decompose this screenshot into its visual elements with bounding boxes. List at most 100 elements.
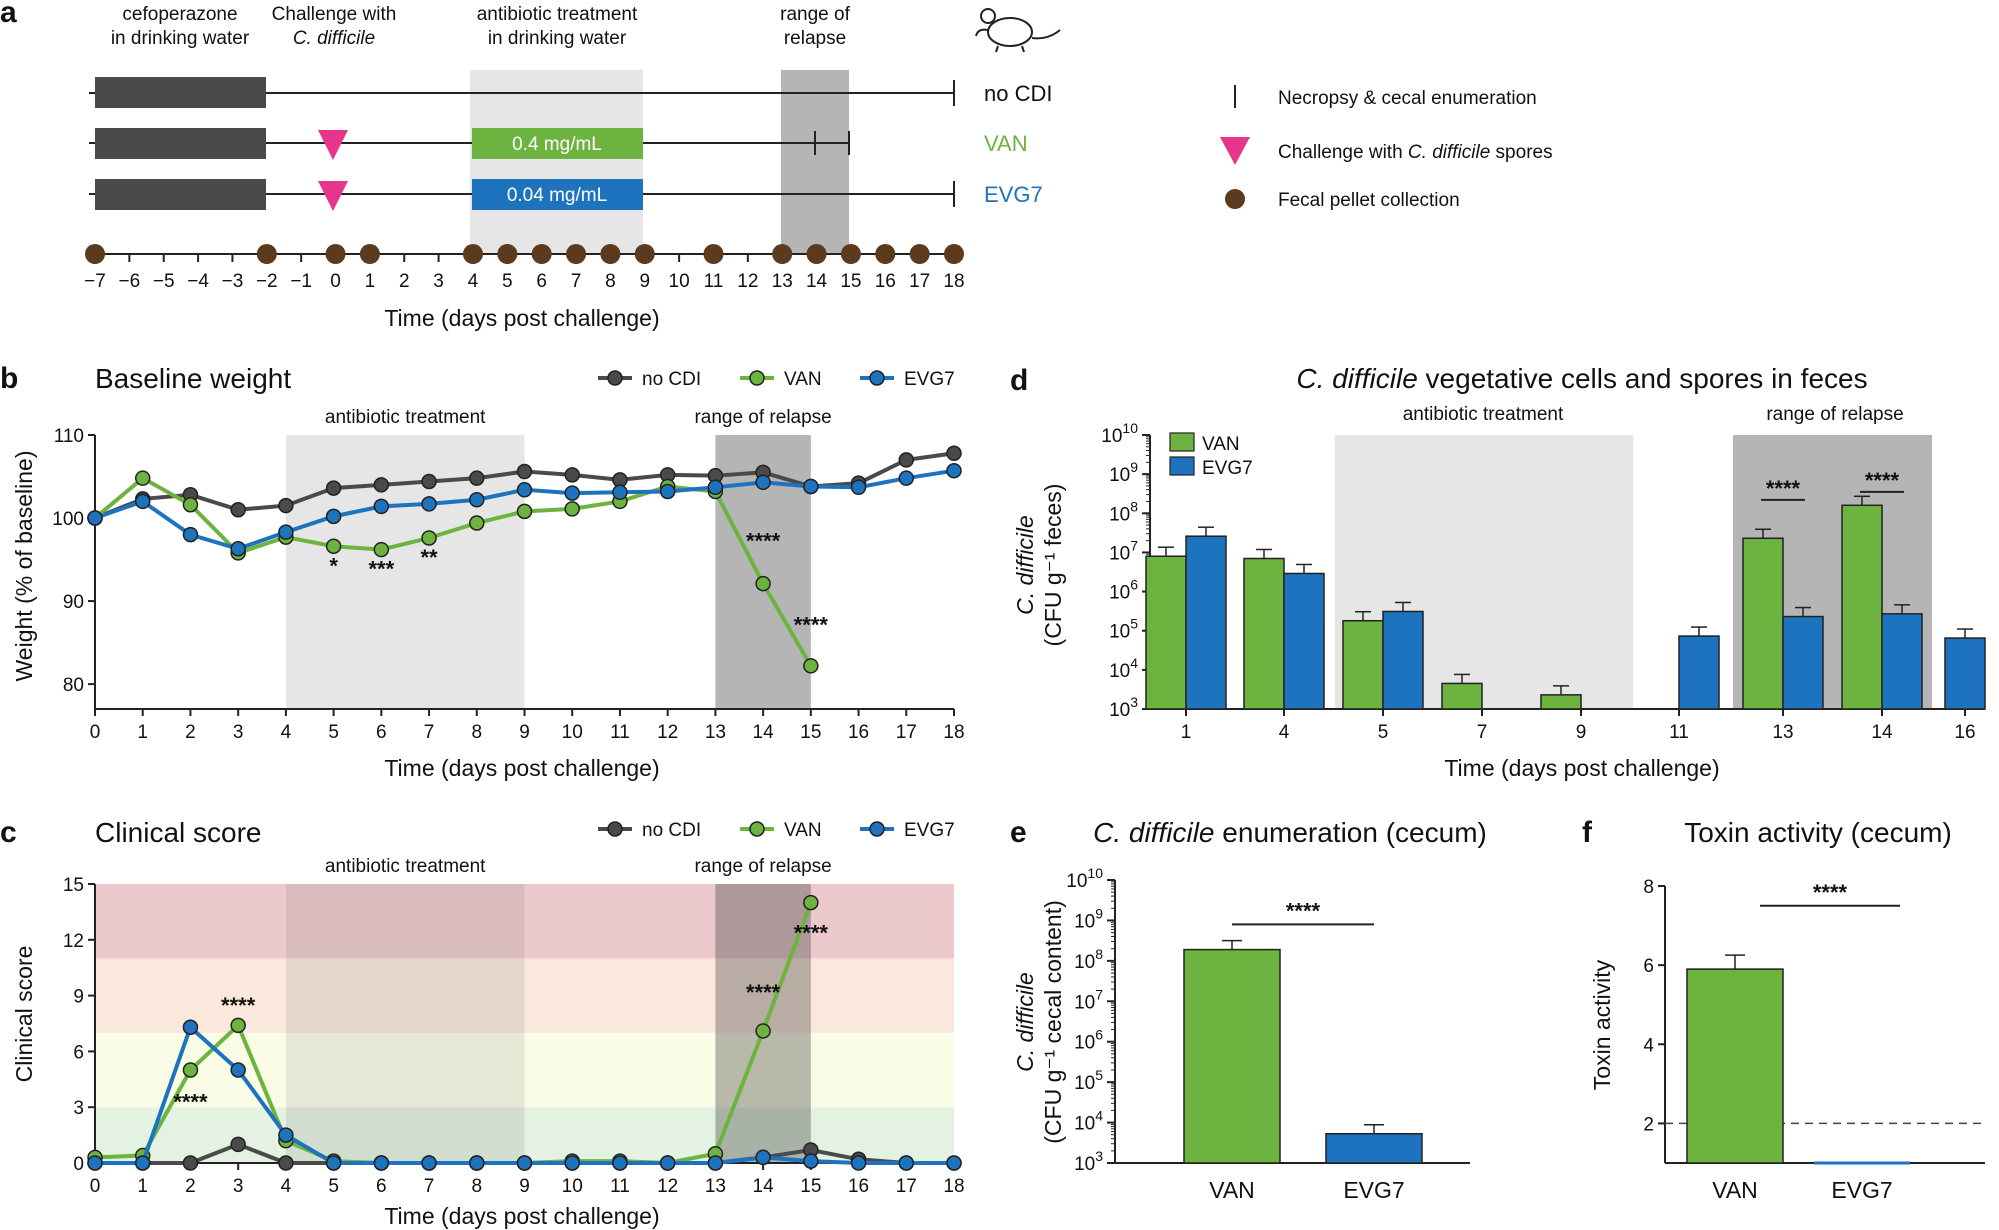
- tick-label-a: −1: [290, 271, 312, 292]
- tick-label-a: 8: [605, 271, 616, 292]
- data-point-evg7: [898, 470, 915, 486]
- data-point-evg7: [182, 1019, 199, 1035]
- significance-label: ****: [1766, 476, 1801, 501]
- label-challenge-2: C. difficile: [293, 28, 375, 49]
- data-point-van: [182, 1062, 199, 1078]
- x-tick-label: 1: [1181, 722, 1192, 743]
- x-tick-label: 10: [562, 722, 583, 743]
- bar-van-day-13: [1742, 537, 1784, 710]
- data-point-evg7: [182, 526, 199, 543]
- data-point-evg7: [612, 484, 628, 501]
- fecal-pellet-dot: [566, 244, 587, 264]
- fecal-legend-dot: [1225, 189, 1245, 209]
- data-point-van: [564, 501, 580, 517]
- tick-label-a: 18: [943, 271, 964, 292]
- legend-fecal: Fecal pellet collection: [1278, 190, 1460, 211]
- y-tick-label: 2: [1643, 1114, 1654, 1135]
- y-tick-label: 103: [1074, 1148, 1103, 1175]
- legend-label: VAN: [784, 369, 822, 390]
- panel-a-timeline: a cefoperazone in drinking water Challen…: [0, 0, 1553, 331]
- x-tick-label: 14: [753, 1176, 775, 1197]
- fecal-pellet-dot: [85, 244, 105, 264]
- bar-van-day-4: [1243, 557, 1285, 710]
- bar-van-day-9: [1540, 694, 1582, 710]
- significance-label: ****: [173, 1090, 208, 1115]
- ylabel-f: Toxin activity: [1589, 959, 1615, 1090]
- data-point-evg7: [87, 1155, 103, 1171]
- panel-b-weight-chart: b Baseline weight no CDI VAN EVG7 antibiot…: [0, 362, 965, 781]
- shade-label-antibiotic: antibiotic treatment: [1403, 404, 1564, 425]
- svg-text:C. difficile: C. difficile: [1012, 972, 1038, 1072]
- tick-label-a: −5: [153, 271, 175, 292]
- legend-marker: [607, 370, 623, 386]
- x-tick-label: 8: [471, 1176, 482, 1197]
- data-point-van: [182, 496, 199, 513]
- y-tick-label: 8: [1643, 877, 1654, 898]
- tick-label-a: 11: [704, 271, 724, 292]
- shade-label-antibiotic: antibiotic treatment: [325, 407, 486, 428]
- data-point-van: [230, 1017, 246, 1034]
- tick-label-a: 16: [875, 271, 896, 292]
- timeline-no-cdi: no CDI: [89, 77, 1052, 108]
- plot-area-e: 103 104 105 106 107 108 109 1010 VAN EVG7 ****: [1066, 865, 1470, 1203]
- data-point-no-cdi: [564, 467, 580, 483]
- tick-label-a: 13: [772, 271, 793, 292]
- fecal-pellet-dot: [772, 244, 793, 264]
- data-point-van: [803, 894, 819, 911]
- group-label-van: VAN: [984, 131, 1028, 156]
- data-point-no-cdi: [278, 1155, 294, 1171]
- legend-marker: [869, 821, 885, 837]
- x-tick-label: 4: [281, 1176, 292, 1197]
- label-antibiotic-2: in drinking water: [488, 28, 627, 49]
- data-point-evg7: [87, 510, 103, 526]
- x-tick-label: 18: [943, 722, 964, 743]
- legend-marker: [869, 370, 885, 386]
- x-tick-label: 1: [137, 722, 148, 743]
- data-point-evg7: [421, 496, 437, 512]
- bar-evg7-day-1: [1185, 535, 1227, 710]
- label-cefoperazone-1: cefoperazone: [122, 4, 237, 25]
- y-tick-label: 12: [63, 931, 84, 952]
- x-tick-label: 16: [848, 1176, 869, 1197]
- shade-label-antibiotic: antibiotic treatment: [325, 856, 486, 877]
- data-point-evg7: [564, 1155, 580, 1171]
- legend-a: Necropsy & cecal enumeration Challenge w…: [1220, 85, 1553, 211]
- x-tick-label: 2: [185, 722, 196, 743]
- y-tick-label: 108: [1074, 946, 1103, 973]
- y-tick-label: 109: [1074, 905, 1103, 932]
- y-tick-label: 1010: [1066, 865, 1103, 892]
- data-point-evg7: [373, 498, 390, 515]
- data-point-van: [469, 515, 485, 531]
- bar-van: [1686, 968, 1784, 1164]
- panel-letter-e: e: [1010, 816, 1027, 849]
- label-antibiotic-1: antibiotic treatment: [477, 4, 638, 25]
- tick-label-a: 6: [536, 271, 547, 292]
- tick-label-a: −7: [84, 271, 106, 292]
- data-point-evg7: [946, 462, 962, 479]
- tick-label-a: −2: [256, 271, 278, 292]
- bar-evg7-day-13: [1782, 615, 1824, 710]
- x-tick-label: 2: [185, 1176, 196, 1197]
- tick-label-a: 12: [737, 271, 758, 292]
- fecal-pellet-dot: [325, 244, 346, 264]
- y-tick-label: 6: [1643, 956, 1654, 977]
- x-tick-label: 14: [753, 722, 775, 743]
- fecal-pellet-dot: [806, 244, 827, 264]
- data-point-evg7: [898, 1155, 915, 1171]
- panel-f-toxin-chart: f Toxin activity (cecum) 2 4 6 8 VAN EVG7 ****…: [1582, 816, 1985, 1203]
- x-tick-label: 15: [800, 1176, 821, 1197]
- tick-label-a: 4: [468, 271, 479, 292]
- xlabel-b: Time (days post challenge): [384, 755, 659, 781]
- data-point-evg7: [230, 1062, 246, 1078]
- x-tick-label: 7: [1477, 722, 1488, 743]
- tick-label-a: 10: [669, 271, 690, 292]
- y-tick-label: 15: [63, 875, 84, 896]
- y-tick-label: 108: [1109, 498, 1138, 525]
- plot-area-f: 2 4 6 8 VAN EVG7 ****: [1643, 877, 1985, 1203]
- x-tick-label: 11: [610, 722, 630, 743]
- significance-label: ****: [794, 612, 829, 637]
- shade-label-relapse: range of relapse: [1766, 404, 1903, 425]
- data-point-evg7: [564, 485, 580, 501]
- tick-label-a: 0: [330, 271, 341, 292]
- x-tick-label: 15: [800, 722, 821, 743]
